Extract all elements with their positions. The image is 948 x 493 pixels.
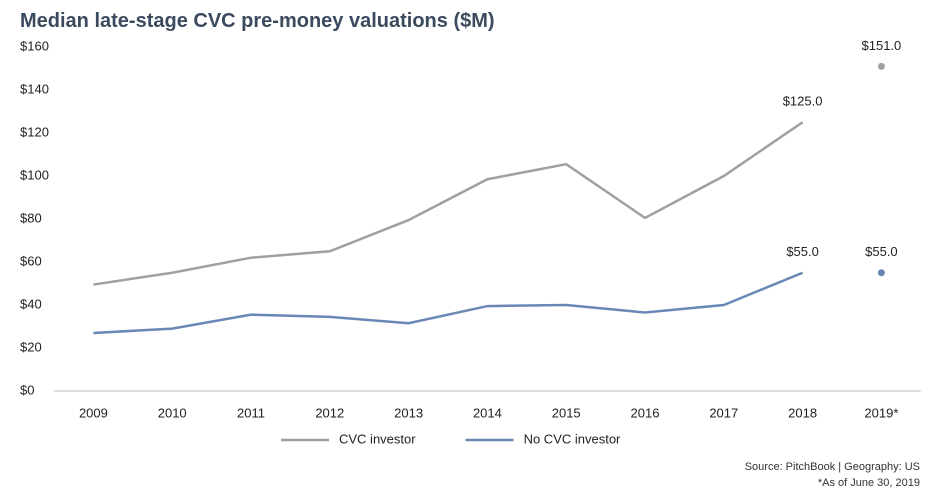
x-tick-label: 2009 <box>79 405 108 420</box>
x-tick-label: 2012 <box>315 405 344 420</box>
point <box>877 269 885 277</box>
y-tick-label: $0 <box>20 382 34 397</box>
y-tick-label: $60 <box>20 253 42 268</box>
data-label: $55.0 <box>786 244 819 259</box>
x-tick-label: 2016 <box>631 405 660 420</box>
line <box>93 121 804 286</box>
point <box>877 62 885 70</box>
x-tick-label: 2017 <box>709 405 738 420</box>
note: *As of June 30, 2019 <box>818 477 920 489</box>
source: Source: PitchBook | Geography: US <box>745 461 920 473</box>
y-tick-label: $100 <box>20 167 49 182</box>
x-tick-label: 2019* <box>864 405 898 420</box>
x-tick-label: 2018 <box>788 405 817 420</box>
y-tick-label: $160 <box>20 38 49 53</box>
y-tick-label: $80 <box>20 210 42 225</box>
y-tick-label: $120 <box>20 124 49 139</box>
x-tick-label: 2013 <box>394 405 423 420</box>
x-tick-label: 2014 <box>473 405 502 420</box>
x-tick-label: 2011 <box>237 405 265 420</box>
data-label: $55.0 <box>865 244 898 259</box>
legend-label: CVC investor <box>339 431 416 446</box>
y-tick-label: $40 <box>20 296 42 311</box>
chart-title: Median late-stage CVC pre-money valuatio… <box>20 10 495 32</box>
x-tick-label: 2010 <box>158 405 187 420</box>
y-tick-label: $20 <box>20 339 42 354</box>
x-tick-label: 2015 <box>552 405 581 420</box>
data-label: $151.0 <box>862 38 902 53</box>
legend-label: No CVC investor <box>524 431 621 446</box>
line <box>93 271 804 335</box>
y-tick-label: $140 <box>20 81 49 96</box>
data-label: $125.0 <box>783 94 823 109</box>
